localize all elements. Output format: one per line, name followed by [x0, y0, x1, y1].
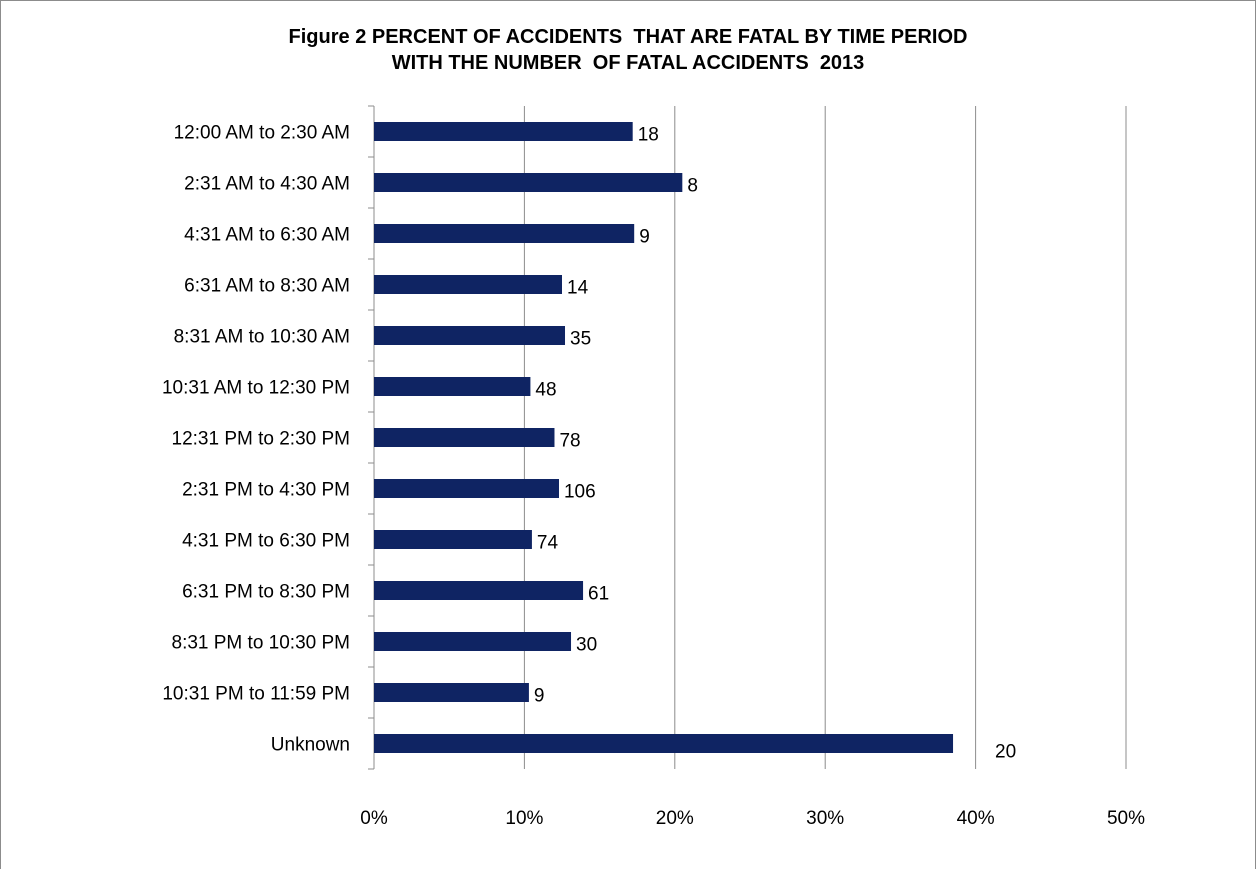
chart-title: Figure 2 PERCENT OF ACCIDENTS THAT ARE F…	[0, 24, 1256, 76]
category-label: 4:31 PM to 6:30 PM	[182, 531, 350, 552]
data-label: 61	[588, 584, 609, 605]
category-label: 8:31 AM to 10:30 AM	[174, 327, 350, 348]
bar	[374, 734, 954, 753]
bar	[374, 683, 529, 702]
category-label: 6:31 AM to 8:30 AM	[184, 276, 350, 297]
gridlines	[523, 106, 1127, 769]
chart-title-line-2: WITH THE NUMBER OF FATAL ACCIDENTS 2013	[391, 52, 865, 74]
category-label: 4:31 AM to 6:30 AM	[184, 225, 350, 246]
data-label: 20	[995, 742, 1016, 763]
category-label: 12:31 PM to 2:30 PM	[172, 429, 351, 450]
category-label: 6:31 PM to 8:30 PM	[182, 582, 350, 603]
data-label: 9	[534, 686, 545, 707]
category-label: 10:31 AM to 12:30 PM	[162, 378, 350, 399]
chart-title-line-1: Figure 2 PERCENT OF ACCIDENTS THAT ARE F…	[288, 26, 968, 48]
data-label: 35	[570, 329, 591, 350]
x-tick-label: 30%	[806, 808, 844, 829]
data-label: 8	[687, 176, 698, 197]
bar	[374, 428, 555, 447]
bar	[374, 632, 572, 651]
category-label: 10:31 PM to 11:59 PM	[162, 684, 350, 705]
bar	[374, 122, 633, 141]
x-tick-label: 50%	[1107, 808, 1145, 829]
bar	[374, 326, 566, 345]
bar	[374, 173, 683, 192]
data-label: 14	[567, 278, 589, 299]
x-tick-label: 40%	[957, 808, 995, 829]
category-axis	[368, 105, 375, 770]
x-tick-label: 20%	[656, 808, 694, 829]
data-label: 18	[638, 125, 659, 146]
data-label: 30	[576, 635, 597, 656]
bar	[374, 275, 562, 294]
data-label: 74	[537, 533, 559, 554]
category-label: 12:00 AM to 2:30 AM	[174, 123, 350, 144]
data-label: 9	[639, 227, 650, 248]
category-label: 2:31 PM to 4:30 PM	[182, 480, 350, 501]
labels: 0% 10% 20% 30% 40% 50% 12:00 AM to 2:30 AM 18 2:…	[162, 123, 1145, 830]
bar	[374, 377, 531, 396]
x-tick-label: 10%	[505, 808, 543, 829]
data-label: 48	[535, 380, 556, 401]
x-tick-label: 0%	[360, 808, 388, 829]
category-label: 2:31 AM to 4:30 AM	[184, 174, 350, 195]
category-label: Unknown	[271, 735, 350, 756]
data-label: 78	[559, 431, 580, 452]
category-label: 8:31 PM to 10:30 PM	[172, 633, 351, 654]
data-label: 106	[564, 482, 596, 503]
bar	[374, 581, 584, 600]
bar	[374, 224, 635, 243]
bar	[374, 530, 532, 549]
bars	[374, 122, 954, 753]
bar	[374, 479, 559, 498]
